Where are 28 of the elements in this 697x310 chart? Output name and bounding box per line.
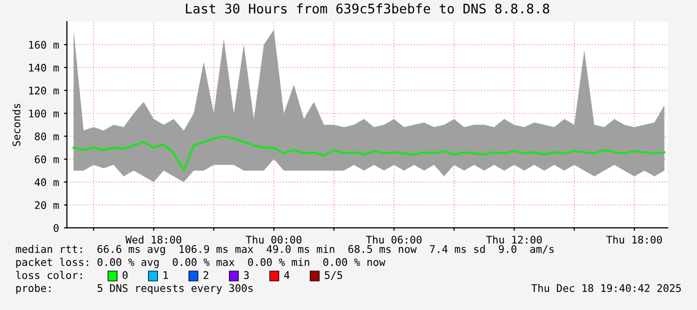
y-tick-label: 60 m [34,155,59,164]
y-tick-label: 80 m [34,132,59,140]
text: probe: 5 DNS requests every 300s [16,284,253,294]
y-tick-label: 20 m [34,201,59,210]
y-tick-label: 160 m [29,40,59,49]
chart-title: Last 30 Hours from 639c5f3bebfe to DNS 8.8.8.8 [186,3,550,14]
text: 4 [284,271,290,279]
x-tick-label: Thu 00:00 [246,236,302,244]
y-tick-label: 100 m [29,110,59,118]
x-tick-label: Thu 12:00 [486,236,542,244]
line-series [72,135,666,172]
y-tick-label: 40 m [34,178,59,186]
text: 2 [204,271,208,279]
y-tick-label: 120 m [29,86,59,95]
text: 5/5 [324,271,342,280]
text: Thu Dec 18 19:40:42 2025 [531,284,681,292]
text: 1 [164,271,168,279]
text: 0 [122,271,128,280]
text: packet loss: 0.00 % avg 0.00 % max 0.00 % min 0.00 % now [16,258,386,268]
text: 3 [244,271,249,280]
x-tick-label: Wed 18:00 [125,236,182,244]
text: loss color: [16,270,82,280]
x-tick-label: Thu 06:00 [366,236,422,244]
y-axis-title: Seconds [12,104,20,146]
y-tick-label: 140 m [29,64,59,72]
text: median rtt: 66.6 ms avg 106.9 ms max 49.0 ms min 68.5 ms now 7.4 ms sd 9.0 am/s [16,244,554,256]
x-tick-label: Thu 18:00 [606,236,662,244]
y-tick-label: 0 [54,224,59,232]
